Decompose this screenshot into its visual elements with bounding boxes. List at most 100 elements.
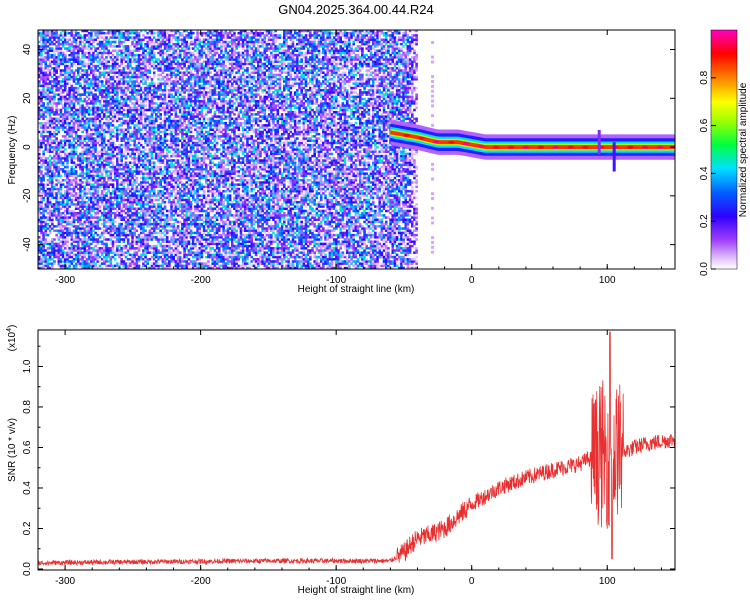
noise-cell <box>111 130 115 134</box>
noise-cell <box>66 49 69 52</box>
noise-cell <box>109 161 113 164</box>
noise-cell <box>70 157 74 160</box>
noise-cell <box>70 104 74 107</box>
noise-cell <box>107 161 110 164</box>
noise-cell <box>129 229 132 232</box>
noise-cell <box>152 189 156 193</box>
noise-cell <box>44 73 48 77</box>
noise-cell <box>40 67 43 70</box>
noise-cell <box>81 86 84 90</box>
noise-cell <box>111 207 115 211</box>
noise-cell <box>163 110 167 114</box>
noise-cell <box>120 73 123 77</box>
noise-cell <box>83 262 87 265</box>
noise-cell <box>42 45 45 48</box>
noise-cell <box>38 115 41 118</box>
noise-cell <box>66 218 69 222</box>
noise-cell <box>38 255 41 259</box>
noise-cell <box>94 110 97 114</box>
noise-cell <box>100 56 104 59</box>
noise-cell <box>168 225 171 228</box>
noise-cell <box>122 247 126 250</box>
noise-cell <box>129 163 132 167</box>
noise-cell <box>157 97 160 101</box>
noise-cell <box>90 266 93 269</box>
noise-cell <box>122 139 126 142</box>
noise-cell <box>113 264 117 268</box>
noise-cell <box>48 130 52 134</box>
noise-cell <box>133 209 136 213</box>
noise-cell <box>64 253 67 257</box>
noise-cell <box>55 75 58 79</box>
noise-cell <box>148 231 152 235</box>
noise-cell <box>142 108 145 112</box>
noise-cell <box>70 251 74 254</box>
noise-cell <box>144 161 147 164</box>
noise-cell <box>170 194 173 197</box>
noise-cell <box>53 128 56 132</box>
noise-cell <box>85 135 89 138</box>
noise-cell <box>170 200 173 204</box>
noise-cell <box>107 128 110 132</box>
noise-cell <box>81 238 84 241</box>
noise-cell <box>70 214 74 217</box>
noise-cell <box>77 40 80 44</box>
noise-cell <box>100 196 104 200</box>
noise-cell <box>161 126 165 129</box>
noise-cell <box>72 253 76 257</box>
noise-cell <box>126 95 130 99</box>
noise-cell <box>163 91 167 94</box>
noise-cell <box>111 97 115 101</box>
noise-cell <box>74 174 78 178</box>
noise-cell <box>38 84 41 88</box>
noise-cell <box>87 209 91 213</box>
noise-cell <box>133 113 136 116</box>
noise-cell <box>103 115 106 118</box>
noise-cell <box>51 62 54 66</box>
noise-cell <box>53 211 56 215</box>
noise-cell <box>40 73 43 77</box>
noise-cell <box>139 152 143 156</box>
noise-cell <box>103 170 106 173</box>
noise-cell <box>46 189 50 193</box>
noise-cell <box>120 249 123 252</box>
noise-cell <box>109 174 113 178</box>
noise-cell <box>92 258 95 261</box>
noise-cell <box>144 113 147 116</box>
noise-cell <box>55 139 58 142</box>
noise-cell <box>150 200 154 204</box>
noise-cell <box>150 93 154 96</box>
noise-cell <box>137 60 141 63</box>
noise-cell <box>57 196 61 200</box>
noise-cell <box>77 62 80 66</box>
noise-cell <box>79 233 82 237</box>
noise-cell <box>92 99 95 103</box>
noise-cell <box>161 264 165 268</box>
noise-cell <box>72 148 76 151</box>
noise-cell <box>107 225 110 228</box>
noise-cell <box>46 240 50 243</box>
noise-cell <box>168 89 171 92</box>
noise-cell <box>139 132 143 136</box>
noise-cell <box>120 51 123 55</box>
noise-cell <box>107 141 110 145</box>
noise-cell <box>165 117 169 121</box>
noise-cell <box>87 200 91 204</box>
noise-cell <box>85 71 89 74</box>
noise-cell <box>70 249 74 252</box>
noise-cell <box>42 179 45 182</box>
noise-cell <box>48 113 52 116</box>
noise-cell <box>129 80 132 83</box>
noise-cell <box>61 95 65 99</box>
noise-cell <box>40 247 43 250</box>
noise-cell <box>163 266 167 269</box>
noise-cell <box>44 200 48 204</box>
noise-cell <box>59 231 63 235</box>
noise-cell <box>85 117 89 121</box>
noise-cell <box>103 211 106 215</box>
noise-cell <box>122 205 126 208</box>
noise-cell <box>40 141 43 145</box>
noise-cell <box>72 56 76 59</box>
noise-cell <box>59 143 63 147</box>
noise-cell <box>46 251 50 254</box>
